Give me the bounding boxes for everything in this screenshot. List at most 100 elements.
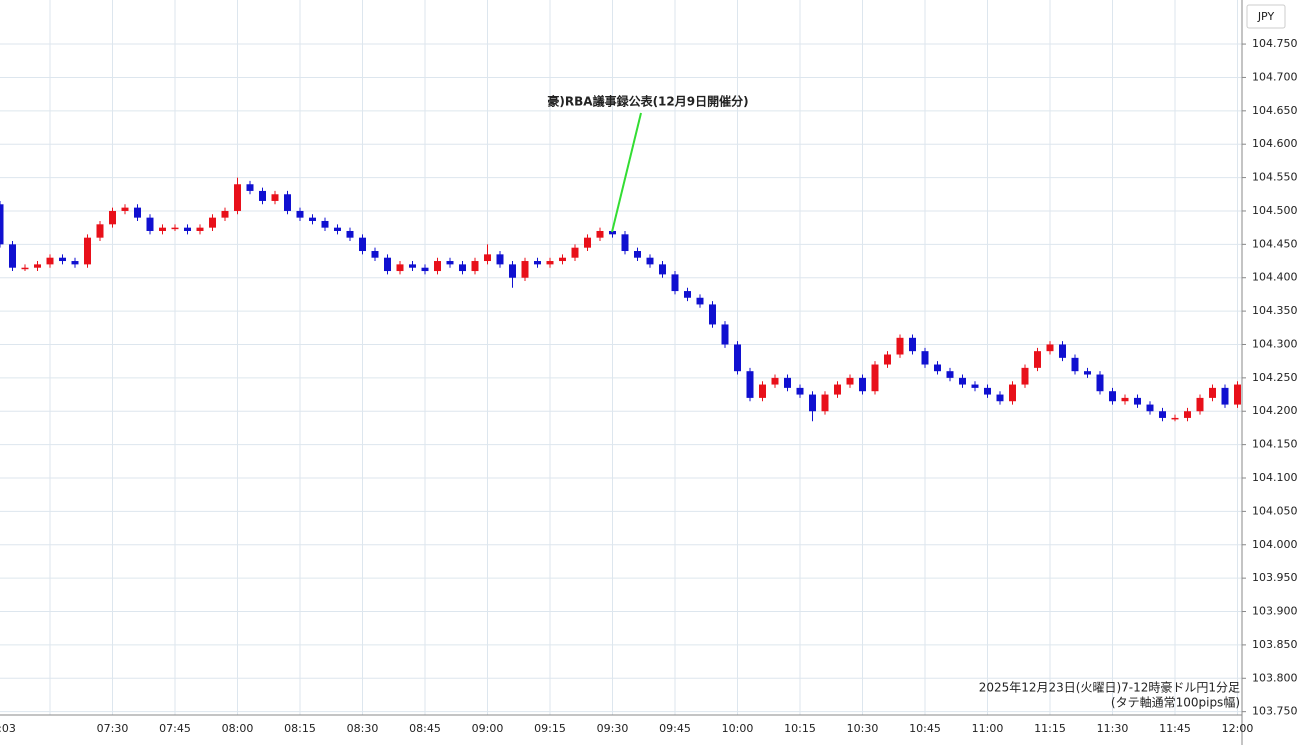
x-tick-label: 08:00 bbox=[222, 722, 254, 735]
x-tick-label: 07:03 bbox=[0, 722, 16, 735]
candle-body bbox=[671, 274, 679, 292]
x-tick-label: 11:00 bbox=[972, 722, 1004, 735]
candle-body bbox=[746, 371, 754, 398]
candle-body bbox=[771, 377, 779, 385]
candle-body bbox=[996, 394, 1004, 402]
candle-body bbox=[171, 227, 179, 230]
candle-body bbox=[159, 227, 166, 231]
candle-body bbox=[546, 261, 554, 265]
candle-body bbox=[796, 387, 804, 395]
candle-body bbox=[446, 261, 454, 265]
candle-body bbox=[646, 257, 654, 265]
candle-body bbox=[134, 207, 141, 218]
candle-body bbox=[259, 190, 266, 201]
candle-body bbox=[1021, 367, 1029, 385]
candle-body bbox=[84, 237, 91, 265]
candle-body bbox=[559, 257, 566, 262]
candle-body bbox=[459, 264, 466, 272]
candle-body bbox=[909, 337, 916, 352]
x-tick-label: 10:15 bbox=[784, 722, 816, 735]
candle-body bbox=[571, 247, 579, 258]
x-tick-label: 09:00 bbox=[472, 722, 504, 735]
candle-body bbox=[1009, 384, 1016, 402]
candle-body bbox=[1171, 417, 1179, 420]
candle-body bbox=[1234, 384, 1241, 405]
y-tick-label: 104.150 bbox=[1252, 438, 1298, 451]
candle-body bbox=[196, 227, 204, 231]
candle-body bbox=[384, 257, 391, 272]
candle-body bbox=[309, 217, 316, 221]
y-tick-label: 104.500 bbox=[1252, 204, 1298, 217]
candle-body bbox=[621, 234, 629, 252]
candle-body bbox=[21, 267, 29, 270]
candle-body bbox=[109, 210, 116, 225]
candle-body bbox=[396, 264, 404, 272]
candle-body bbox=[434, 261, 441, 272]
candle-body bbox=[1059, 344, 1066, 358]
candle-body bbox=[659, 264, 666, 275]
note-line: 2025年12月23日(火曜日)7-12時豪ドル円1分足 bbox=[979, 680, 1240, 695]
candle-body bbox=[146, 217, 154, 231]
y-tick-label: 104.550 bbox=[1252, 171, 1298, 184]
y-tick-label: 104.250 bbox=[1252, 371, 1298, 384]
y-tick-label: 104.300 bbox=[1252, 337, 1298, 350]
candle-body bbox=[759, 384, 766, 398]
candle-body bbox=[1121, 397, 1129, 402]
candle-body bbox=[421, 267, 429, 272]
candle-body bbox=[1146, 404, 1154, 412]
candle-body bbox=[521, 261, 529, 278]
candle-body bbox=[346, 230, 354, 238]
candle-body bbox=[534, 261, 541, 265]
candle-body bbox=[1084, 371, 1091, 375]
candle-body bbox=[834, 384, 841, 395]
candle-body bbox=[871, 364, 879, 392]
candle-body bbox=[96, 224, 104, 238]
x-tick-label: 12:00 bbox=[1222, 722, 1254, 735]
y-tick-label: 104.350 bbox=[1252, 304, 1298, 317]
candle-body bbox=[471, 261, 479, 272]
candle-body bbox=[9, 244, 16, 268]
y-tick-label: 104.650 bbox=[1252, 104, 1298, 117]
candle-body bbox=[1159, 411, 1166, 418]
candle-body bbox=[821, 394, 829, 412]
y-tick-label: 103.850 bbox=[1252, 638, 1298, 651]
currency-box bbox=[1246, 4, 1286, 29]
x-tick-label: 11:30 bbox=[1097, 722, 1129, 735]
x-tick-label: 08:15 bbox=[284, 722, 316, 735]
candle-body bbox=[359, 237, 366, 252]
candle-body bbox=[234, 184, 241, 211]
y-tick-label: 104.000 bbox=[1252, 538, 1298, 551]
note-line: (タテ軸通常100pips幅) bbox=[1111, 695, 1240, 710]
y-tick-label: 104.600 bbox=[1252, 137, 1298, 150]
annotation: 豪)RBA議事録公表(12月9日開催分) bbox=[547, 94, 748, 109]
candle-body bbox=[884, 354, 891, 365]
candle-body bbox=[596, 230, 604, 238]
candle-body bbox=[484, 254, 491, 262]
candle-body bbox=[334, 227, 341, 231]
y-tick-label: 104.450 bbox=[1252, 237, 1298, 250]
candle-body bbox=[284, 194, 291, 211]
candle-body bbox=[496, 254, 504, 265]
candle-body bbox=[184, 227, 191, 231]
currency-label: JPY bbox=[1257, 10, 1275, 23]
y-tick-label: 103.800 bbox=[1252, 671, 1298, 684]
x-tick-label: 07:30 bbox=[97, 722, 129, 735]
candle-body bbox=[634, 251, 641, 258]
candle-body bbox=[1046, 344, 1054, 352]
candle-body bbox=[409, 264, 416, 268]
y-tick-label: 103.900 bbox=[1252, 605, 1298, 618]
candle-body bbox=[0, 204, 4, 245]
x-tick-label: 10:45 bbox=[909, 722, 941, 735]
y-tick-label: 104.700 bbox=[1252, 70, 1298, 83]
candle-body bbox=[971, 384, 979, 388]
y-tick-label: 104.100 bbox=[1252, 471, 1298, 484]
candle-body bbox=[246, 184, 254, 191]
candle-body bbox=[121, 207, 129, 211]
x-tick-label: 10:30 bbox=[847, 722, 879, 735]
candle-body bbox=[934, 364, 941, 372]
candle-body bbox=[984, 387, 991, 395]
candle-body bbox=[896, 337, 904, 355]
candle-body bbox=[784, 377, 791, 388]
